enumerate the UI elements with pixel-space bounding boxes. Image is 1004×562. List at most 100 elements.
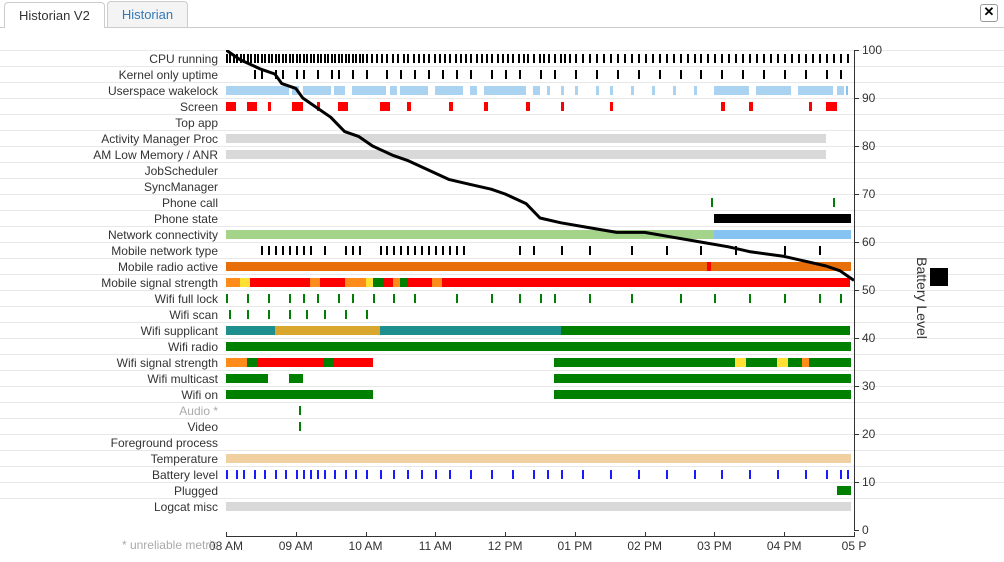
segment xyxy=(257,358,323,367)
tick xyxy=(236,54,238,63)
legend-battery-swatch xyxy=(930,268,948,286)
tick xyxy=(324,310,326,319)
tick xyxy=(397,54,399,63)
y-tick-label: 20 xyxy=(862,427,875,441)
tick xyxy=(435,246,437,255)
y-tick xyxy=(854,434,859,435)
tick xyxy=(763,70,765,79)
x-axis: 08 AM09 AM10 AM11 AM12 PM01 PM02 PM03 PM… xyxy=(226,536,854,556)
segment xyxy=(575,86,578,95)
tick xyxy=(261,70,263,79)
row-label: Phone state xyxy=(0,212,226,226)
segment xyxy=(226,374,268,383)
tick xyxy=(840,470,842,479)
tick xyxy=(338,294,340,303)
tick xyxy=(345,470,347,479)
tick xyxy=(826,470,828,479)
tick xyxy=(564,54,566,63)
tick xyxy=(303,70,305,79)
tick xyxy=(847,470,849,479)
segment xyxy=(352,86,387,95)
tick xyxy=(560,54,562,63)
tick xyxy=(470,70,472,79)
segment xyxy=(554,374,851,383)
tick xyxy=(502,54,504,63)
segment xyxy=(226,262,707,271)
tick xyxy=(805,54,807,63)
segment xyxy=(226,102,236,111)
segment xyxy=(610,86,613,95)
y-tick-label: 50 xyxy=(862,283,875,297)
y-tick xyxy=(854,386,859,387)
tick xyxy=(421,470,423,479)
segment xyxy=(226,278,240,287)
row-label: AM Low Memory / ANR xyxy=(0,148,226,162)
close-icon[interactable]: ✕ xyxy=(980,4,998,22)
segment xyxy=(226,86,289,95)
y-tick-label: 70 xyxy=(862,187,875,201)
x-tick xyxy=(226,532,227,537)
tick xyxy=(393,294,395,303)
tick xyxy=(352,54,354,63)
tick xyxy=(393,246,395,255)
tick xyxy=(666,54,668,63)
row-label: Screen xyxy=(0,100,226,114)
segment xyxy=(746,358,777,367)
segment xyxy=(247,358,257,367)
y-tick xyxy=(854,194,859,195)
segment xyxy=(798,86,833,95)
tick xyxy=(400,70,402,79)
segment xyxy=(226,342,851,351)
tick xyxy=(428,246,430,255)
tick xyxy=(554,294,556,303)
segment xyxy=(366,278,373,287)
tick xyxy=(254,470,256,479)
x-tick-label: 05 P xyxy=(842,539,867,553)
segment xyxy=(442,278,850,287)
y-tick-label: 80 xyxy=(862,139,875,153)
row-track xyxy=(226,310,854,319)
tick xyxy=(507,54,509,63)
tick xyxy=(310,54,312,63)
x-tick-label: 02 PM xyxy=(627,539,662,553)
tick xyxy=(348,54,350,63)
row-label: Wifi supplicant xyxy=(0,324,226,338)
tick xyxy=(456,246,458,255)
segment xyxy=(400,86,428,95)
row-track xyxy=(226,454,854,463)
tick xyxy=(407,470,409,479)
row-track xyxy=(226,422,854,431)
tick xyxy=(310,246,312,255)
row-label: Wifi scan xyxy=(0,308,226,322)
row-label: Plugged xyxy=(0,484,226,498)
segment xyxy=(484,86,526,95)
x-tick-label: 10 AM xyxy=(349,539,383,553)
tick xyxy=(268,294,270,303)
tick xyxy=(714,54,716,63)
y-tick-label: 100 xyxy=(862,43,882,57)
tick xyxy=(491,70,493,79)
tick xyxy=(582,54,584,63)
row-label: JobScheduler xyxy=(0,164,226,178)
tick xyxy=(268,310,270,319)
tick xyxy=(289,246,291,255)
segment xyxy=(788,358,802,367)
tick xyxy=(840,70,842,79)
tick xyxy=(833,54,835,63)
tick xyxy=(317,70,319,79)
row-label: Wifi radio xyxy=(0,340,226,354)
row-label: Phone call xyxy=(0,196,226,210)
segment xyxy=(561,102,564,111)
tick xyxy=(819,54,821,63)
y-tick-label: 60 xyxy=(862,235,875,249)
tab-historian-v2[interactable]: Historian V2 xyxy=(4,2,105,28)
tab-historian[interactable]: Historian xyxy=(107,1,188,27)
tick xyxy=(282,246,284,255)
segment xyxy=(226,454,851,463)
y-axis-title: Battery Level xyxy=(914,257,930,339)
row-label: Userspace wakelock xyxy=(0,84,226,98)
segment xyxy=(749,102,752,111)
segment xyxy=(289,374,303,383)
row-track xyxy=(226,134,854,143)
row-track xyxy=(226,230,854,239)
